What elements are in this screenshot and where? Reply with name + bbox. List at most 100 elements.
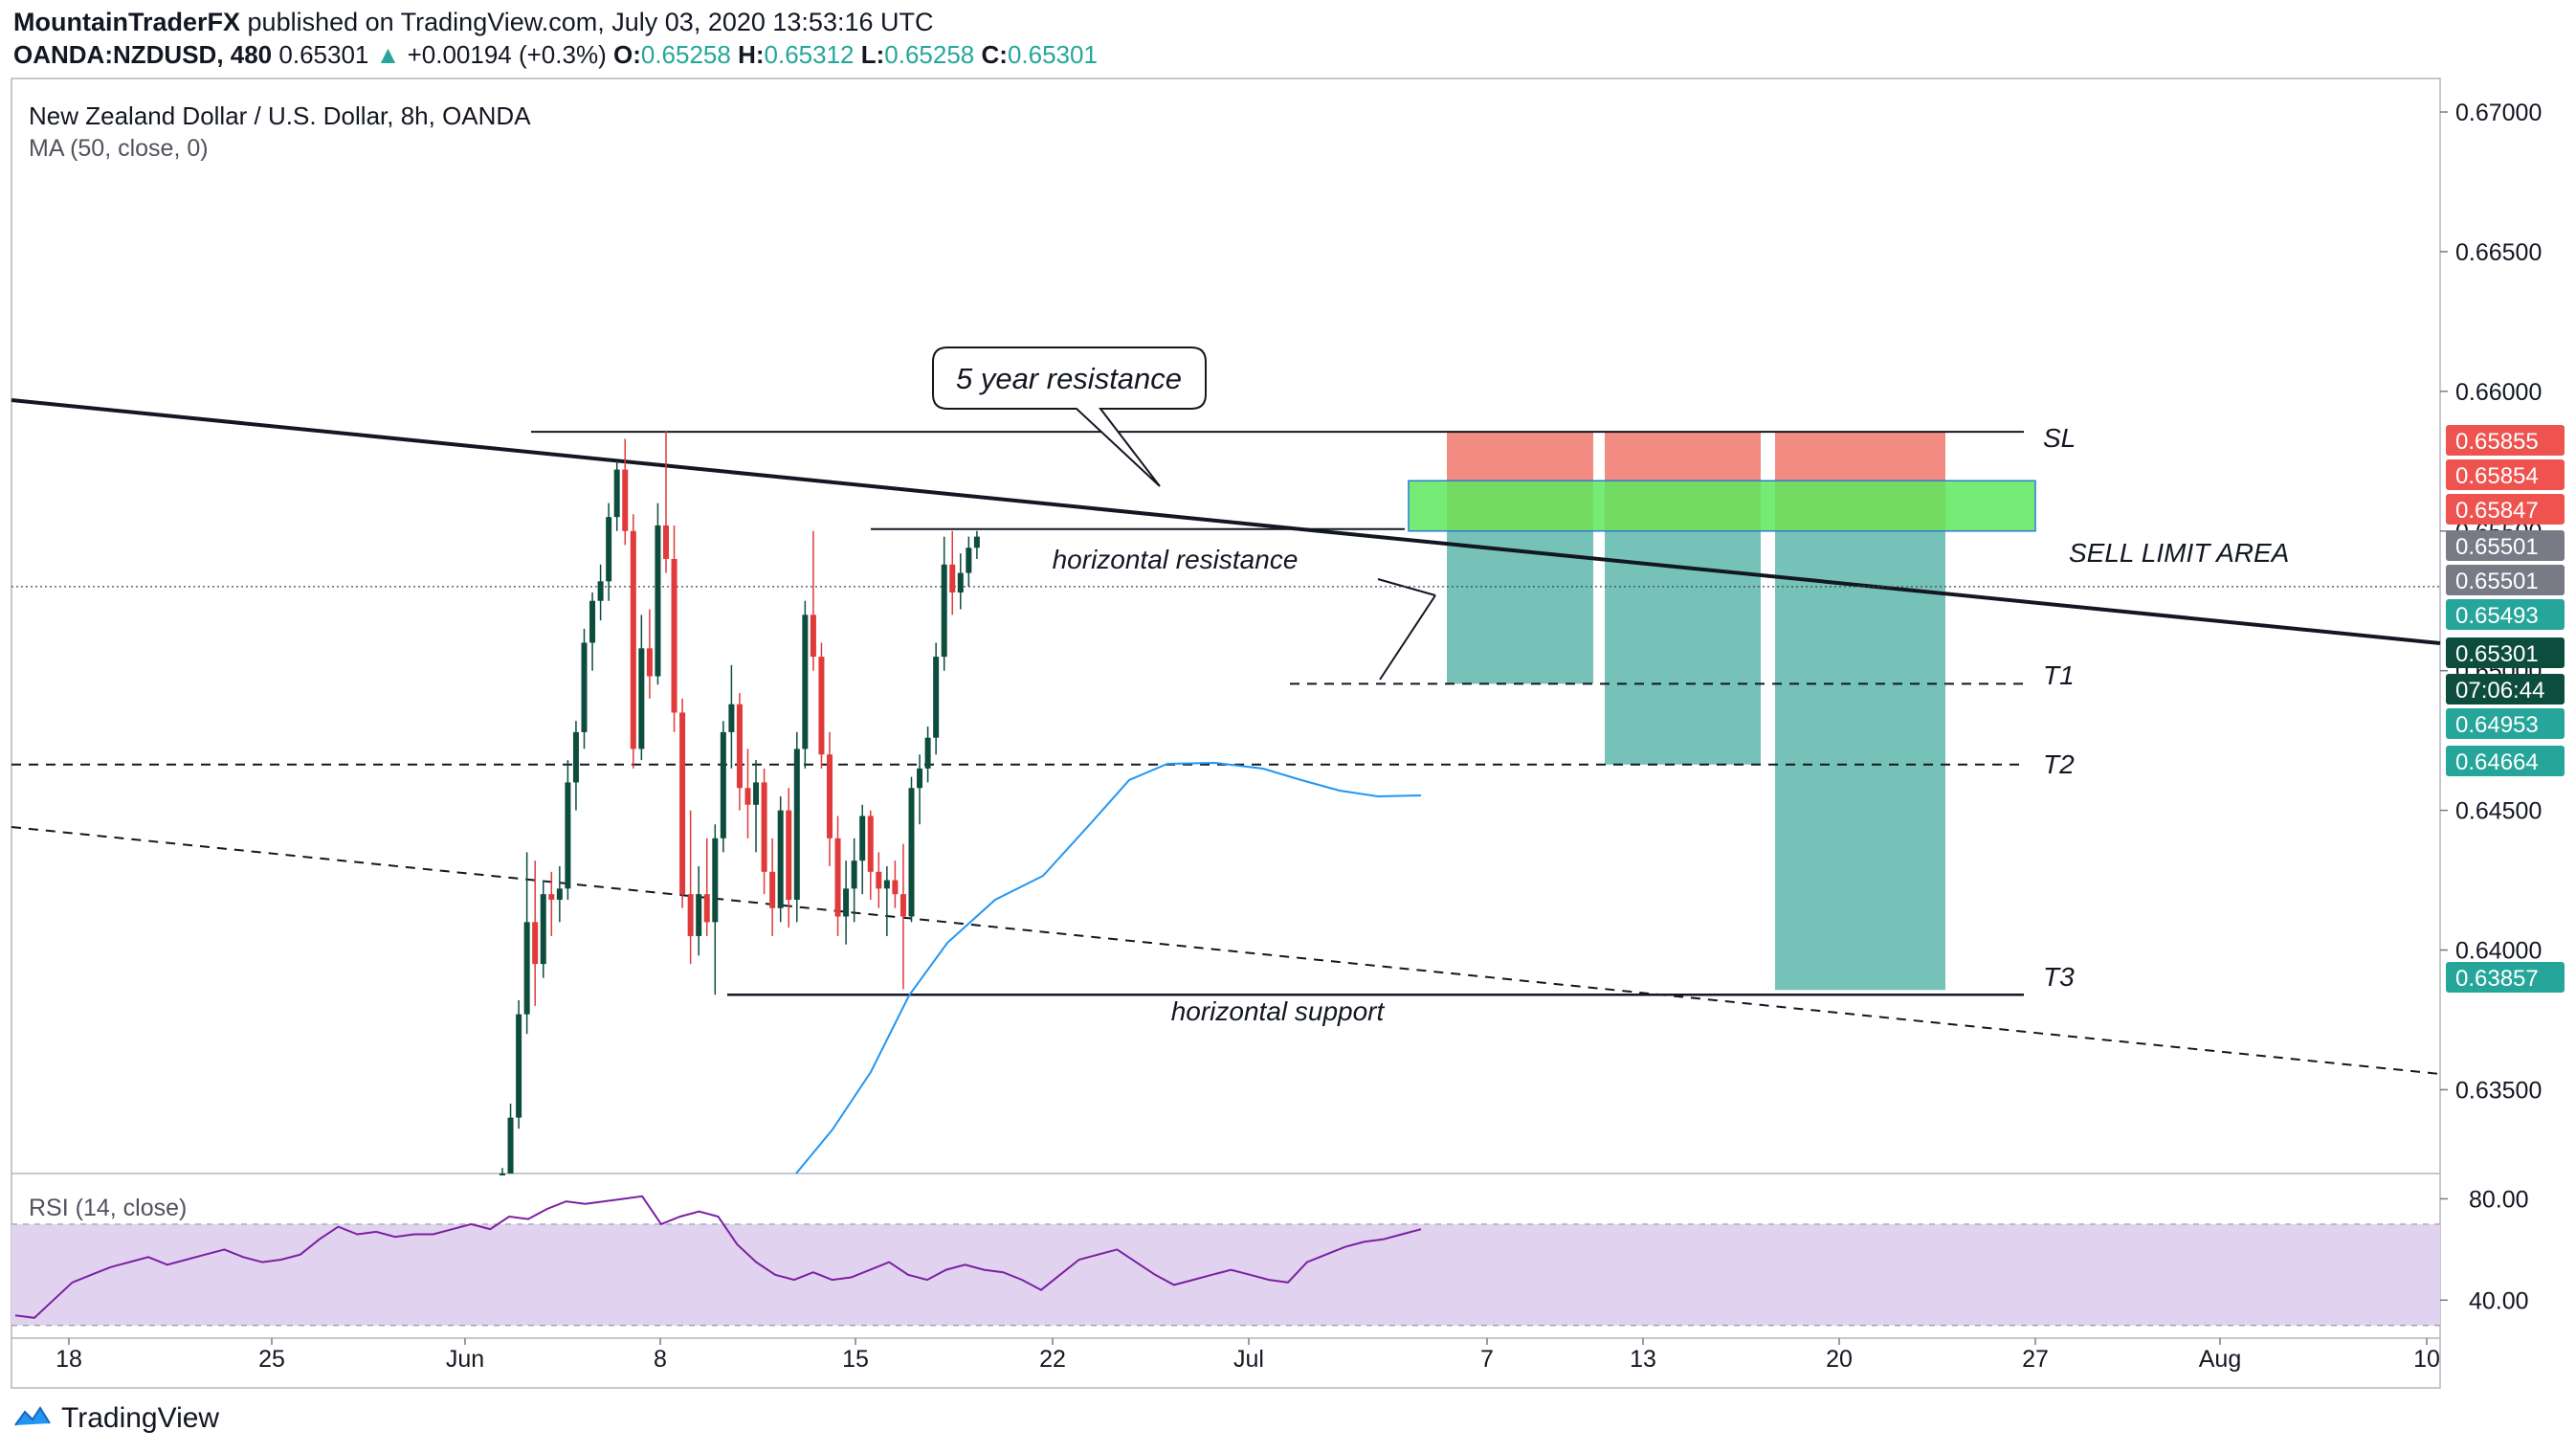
price-tag-label: 0.65301 — [2455, 641, 2539, 667]
candle[interactable] — [523, 852, 530, 1035]
profit-zone[interactable] — [1447, 530, 1593, 684]
candle[interactable] — [736, 693, 743, 811]
candle[interactable] — [761, 768, 767, 895]
price-tag — [2446, 494, 2565, 525]
open-value: 0.65258 — [640, 40, 731, 69]
price-tag — [2446, 708, 2565, 739]
candle[interactable] — [606, 503, 612, 601]
candle[interactable] — [638, 615, 645, 761]
price-axis-labels: 0.65855 0.65854 0.65847 0.65501 0.65501 0.654… — [2446, 425, 2565, 993]
candle[interactable] — [899, 843, 906, 990]
low-label: L: — [860, 40, 885, 69]
candle[interactable] — [876, 852, 882, 908]
published-text: published on TradingView.com, July 03, 2… — [247, 8, 934, 36]
candle[interactable] — [834, 816, 841, 936]
time-tick-label: Jun — [446, 1346, 484, 1373]
candle[interactable] — [867, 810, 874, 900]
rsi-line[interactable] — [14, 1195, 1422, 1319]
time-tick-label: 7 — [1480, 1346, 1494, 1373]
candle[interactable] — [810, 530, 816, 671]
candle[interactable] — [966, 536, 972, 588]
time-axis[interactable]: 18 25 Jun 8 15 22 Jul 7 13 20 27 Aug 10 — [56, 1338, 2440, 1373]
candle[interactable] — [728, 664, 735, 769]
candle[interactable] — [712, 824, 719, 995]
candle[interactable] — [679, 698, 686, 908]
candle[interactable] — [917, 754, 923, 825]
price-tag-label: 0.64664 — [2455, 749, 2539, 775]
candle[interactable] — [581, 628, 588, 749]
candle[interactable] — [565, 760, 571, 900]
candle[interactable] — [597, 564, 604, 621]
candle[interactable] — [613, 460, 620, 531]
candle[interactable] — [556, 865, 563, 923]
candle[interactable] — [744, 749, 751, 838]
price-tick-label: 0.63500 — [2455, 1077, 2542, 1104]
candle[interactable] — [671, 525, 677, 732]
candle[interactable] — [851, 838, 857, 923]
callout-five-year-resistance[interactable]: 5 year resistance — [932, 346, 1207, 487]
close-label: C: — [981, 40, 1008, 69]
candle[interactable] — [687, 810, 694, 965]
candle[interactable] — [793, 731, 800, 923]
ma-50-line[interactable] — [795, 761, 1422, 1174]
candle[interactable] — [949, 530, 956, 615]
candle[interactable] — [908, 776, 915, 923]
candle[interactable] — [500, 1168, 505, 1175]
candle[interactable] — [589, 592, 596, 671]
candle[interactable] — [696, 865, 702, 956]
candle[interactable] — [646, 609, 653, 699]
candle[interactable] — [720, 721, 726, 853]
candle[interactable] — [957, 553, 964, 610]
candle[interactable] — [630, 514, 636, 769]
chart-canvas[interactable]: 5 year resistance SL SELL LIMIT AREA T1 … — [0, 0, 2576, 1397]
price-tag — [2446, 459, 2565, 490]
trade-zones — [1408, 432, 2036, 991]
candle[interactable] — [769, 838, 776, 936]
candle[interactable] — [663, 430, 669, 573]
candle[interactable] — [507, 1104, 514, 1174]
five-year-resistance-line[interactable] — [11, 398, 2441, 645]
candle[interactable] — [548, 871, 555, 936]
candle[interactable] — [883, 865, 890, 936]
author-name[interactable]: MountainTraderFX — [13, 8, 241, 36]
price-tag — [2446, 530, 2565, 561]
candle[interactable] — [973, 530, 980, 559]
candle[interactable] — [622, 438, 629, 546]
price-tag-label: 0.65493 — [2455, 603, 2539, 629]
candle[interactable] — [753, 760, 760, 853]
candle[interactable] — [843, 861, 850, 945]
price-tag — [2446, 599, 2565, 630]
tradingview-brand[interactable]: TradingView — [61, 1402, 220, 1434]
triangle-top-line[interactable] — [1377, 578, 1436, 596]
price-tag-label: 0.65847 — [2455, 498, 2539, 524]
candle[interactable] — [933, 642, 940, 755]
candle[interactable] — [818, 642, 825, 769]
candle[interactable] — [655, 503, 661, 685]
profit-zone[interactable] — [1605, 530, 1761, 765]
candle[interactable] — [892, 861, 899, 908]
candle[interactable] — [703, 838, 710, 936]
candle[interactable] — [516, 1000, 522, 1129]
candle[interactable] — [859, 804, 866, 895]
time-tick-label: 13 — [1630, 1346, 1656, 1373]
candle[interactable] — [924, 726, 931, 783]
candle[interactable] — [827, 731, 833, 866]
candle[interactable] — [786, 788, 792, 928]
ma-legend[interactable]: MA (50, close, 0) — [29, 135, 209, 162]
profit-zone[interactable] — [1775, 530, 1945, 991]
candle[interactable] — [777, 796, 784, 923]
sell-limit-area[interactable] — [1408, 480, 2036, 532]
footer: TradingView — [13, 1399, 219, 1438]
time-tick-label: 15 — [842, 1346, 869, 1373]
candle[interactable] — [941, 536, 947, 671]
candle[interactable] — [802, 600, 809, 769]
rsi-band — [11, 1223, 2440, 1326]
candle[interactable] — [540, 880, 546, 978]
time-tick-label: 18 — [56, 1346, 82, 1373]
trend-lines — [11, 398, 2441, 1075]
lower-trend-line[interactable] — [11, 826, 2441, 1075]
triangle-bottom-line[interactable] — [1379, 594, 1436, 681]
candle[interactable] — [572, 721, 579, 811]
candle[interactable] — [532, 861, 539, 1006]
rsi-legend[interactable]: RSI (14, close) — [29, 1195, 187, 1221]
